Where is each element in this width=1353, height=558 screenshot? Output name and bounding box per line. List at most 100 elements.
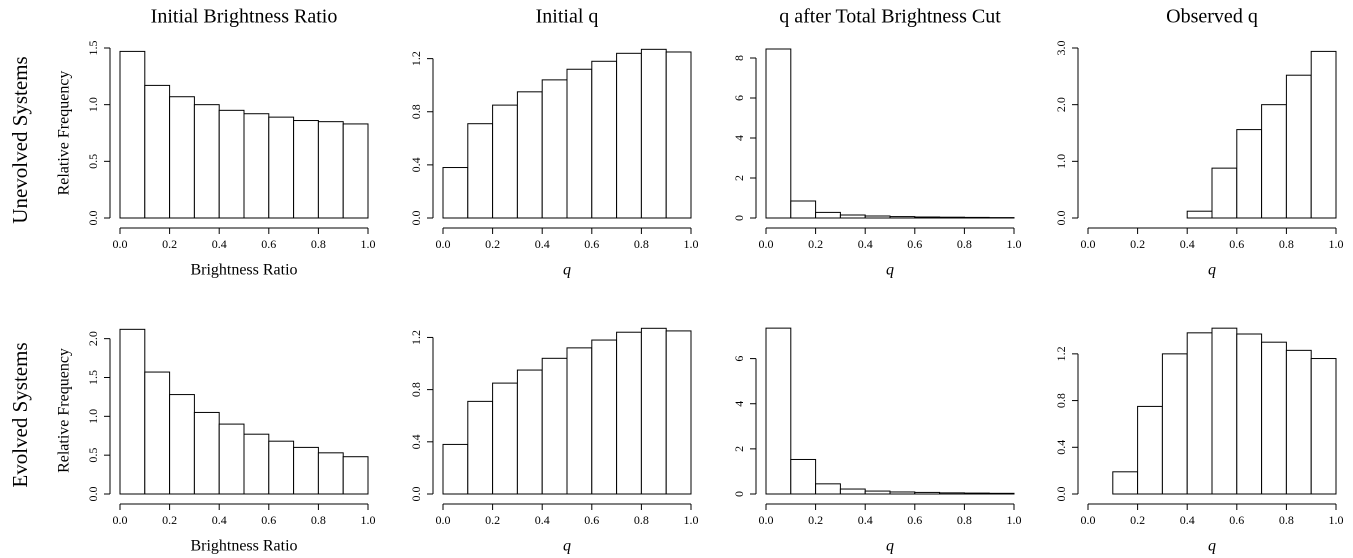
x-axis-label: q — [563, 262, 571, 279]
y-tick-label: 2 — [732, 175, 746, 181]
x-tick-label: 0.0 — [113, 513, 128, 527]
x-tick-label: 0.8 — [634, 513, 649, 527]
bar — [790, 200, 817, 219]
bar — [914, 216, 941, 219]
bar — [243, 113, 270, 219]
x-tick-label: 0.2 — [485, 513, 500, 527]
x-tick-label: 1.0 — [1329, 513, 1344, 527]
x-tick-label: 0.4 — [535, 237, 550, 251]
x-tick-label: 0.4 — [535, 513, 550, 527]
bar — [193, 104, 220, 219]
bar — [492, 382, 518, 495]
y-tick-label: 0.8 — [409, 104, 423, 119]
y-tick-label: 0.0 — [409, 211, 423, 226]
x-tick-label: 0.4 — [1180, 513, 1195, 527]
bar — [640, 48, 667, 219]
y-tick-label: 0.4 — [1054, 440, 1068, 455]
x-tick-label: 0.0 — [436, 237, 451, 251]
x-axis-label: Brightness Ratio — [190, 262, 297, 279]
x-tick-label: 0.2 — [162, 237, 177, 251]
x-tick-label: 1.0 — [1329, 237, 1344, 251]
y-tick-label: 1.5 — [86, 41, 100, 56]
bar — [839, 488, 866, 495]
bar — [342, 456, 369, 495]
bar — [442, 167, 469, 219]
x-tick-label: 0.0 — [1081, 513, 1096, 527]
x-tick-label: 0.2 — [485, 237, 500, 251]
bar — [516, 369, 543, 495]
y-tick-label: 0.0 — [86, 211, 100, 226]
y-tick-label: 1.5 — [86, 370, 100, 385]
bar — [839, 214, 866, 219]
y-tick-label: 4 — [732, 401, 746, 407]
x-tick-label: 0.2 — [808, 513, 823, 527]
x-tick-label: 0.6 — [1229, 237, 1244, 251]
x-axis-label: q — [1208, 538, 1216, 555]
bar — [1211, 167, 1238, 219]
bar — [963, 492, 990, 495]
x-tick-label: 1.0 — [361, 513, 376, 527]
bar — [1310, 358, 1337, 495]
bar — [640, 327, 667, 495]
bar — [119, 50, 146, 219]
x-tick-label: 0.4 — [212, 513, 227, 527]
y-tick-label: 8 — [732, 55, 746, 61]
bar — [566, 347, 593, 495]
bar — [193, 411, 220, 495]
bar — [293, 446, 319, 495]
bar — [1261, 341, 1287, 495]
bar — [815, 483, 841, 495]
bar — [939, 216, 965, 219]
bar — [1285, 74, 1312, 219]
x-tick-label: 0.8 — [311, 237, 326, 251]
y-tick-label: 2.0 — [1054, 97, 1068, 112]
x-tick-label: 0.4 — [212, 237, 227, 251]
x-tick-label: 1.0 — [684, 237, 699, 251]
x-tick-label: 1.0 — [1007, 237, 1022, 251]
bar — [541, 357, 568, 495]
bar — [1186, 332, 1213, 495]
panel-title: Observed q — [1166, 6, 1258, 28]
x-axis-label: Brightness Ratio — [190, 538, 297, 555]
x-tick-label: 0.2 — [808, 237, 823, 251]
bar — [1236, 333, 1263, 495]
bar — [1112, 471, 1139, 495]
bar — [939, 492, 965, 495]
x-axis-label: q — [563, 538, 571, 555]
x-tick-label: 1.0 — [1007, 513, 1022, 527]
x-tick-label: 0.2 — [1130, 237, 1145, 251]
bar — [218, 423, 245, 495]
y-tick-label: 6 — [732, 95, 746, 101]
bar — [616, 52, 642, 219]
bar — [591, 339, 618, 495]
bar — [317, 121, 344, 219]
x-tick-label: 0.6 — [1229, 513, 1244, 527]
bar — [665, 51, 692, 219]
y-tick-label: 1.2 — [409, 51, 423, 66]
bar — [815, 211, 841, 219]
bar — [988, 492, 1015, 495]
x-tick-label: 0.6 — [261, 513, 276, 527]
x-axis-label: q — [886, 538, 894, 555]
x-tick-label: 0.8 — [1279, 237, 1294, 251]
bar — [144, 84, 171, 219]
bar — [342, 123, 369, 219]
x-tick-label: 0.0 — [759, 513, 774, 527]
bar — [790, 458, 817, 495]
x-tick-label: 1.0 — [361, 237, 376, 251]
y-tick-label: 0.5 — [86, 154, 100, 169]
y-tick-label: 0.0 — [1054, 211, 1068, 226]
row-label: Evolved Systems — [8, 342, 32, 487]
x-tick-label: 0.4 — [858, 513, 873, 527]
y-tick-label: 1.2 — [1054, 346, 1068, 361]
bar — [1161, 353, 1188, 495]
y-tick-label: 1.2 — [409, 330, 423, 345]
bar — [616, 331, 642, 495]
bar — [218, 109, 245, 219]
x-tick-label: 0.0 — [113, 237, 128, 251]
bar — [889, 491, 916, 495]
bar — [317, 452, 344, 495]
y-tick-label: 0.4 — [409, 434, 423, 449]
panel-title: Initial q — [536, 6, 599, 28]
